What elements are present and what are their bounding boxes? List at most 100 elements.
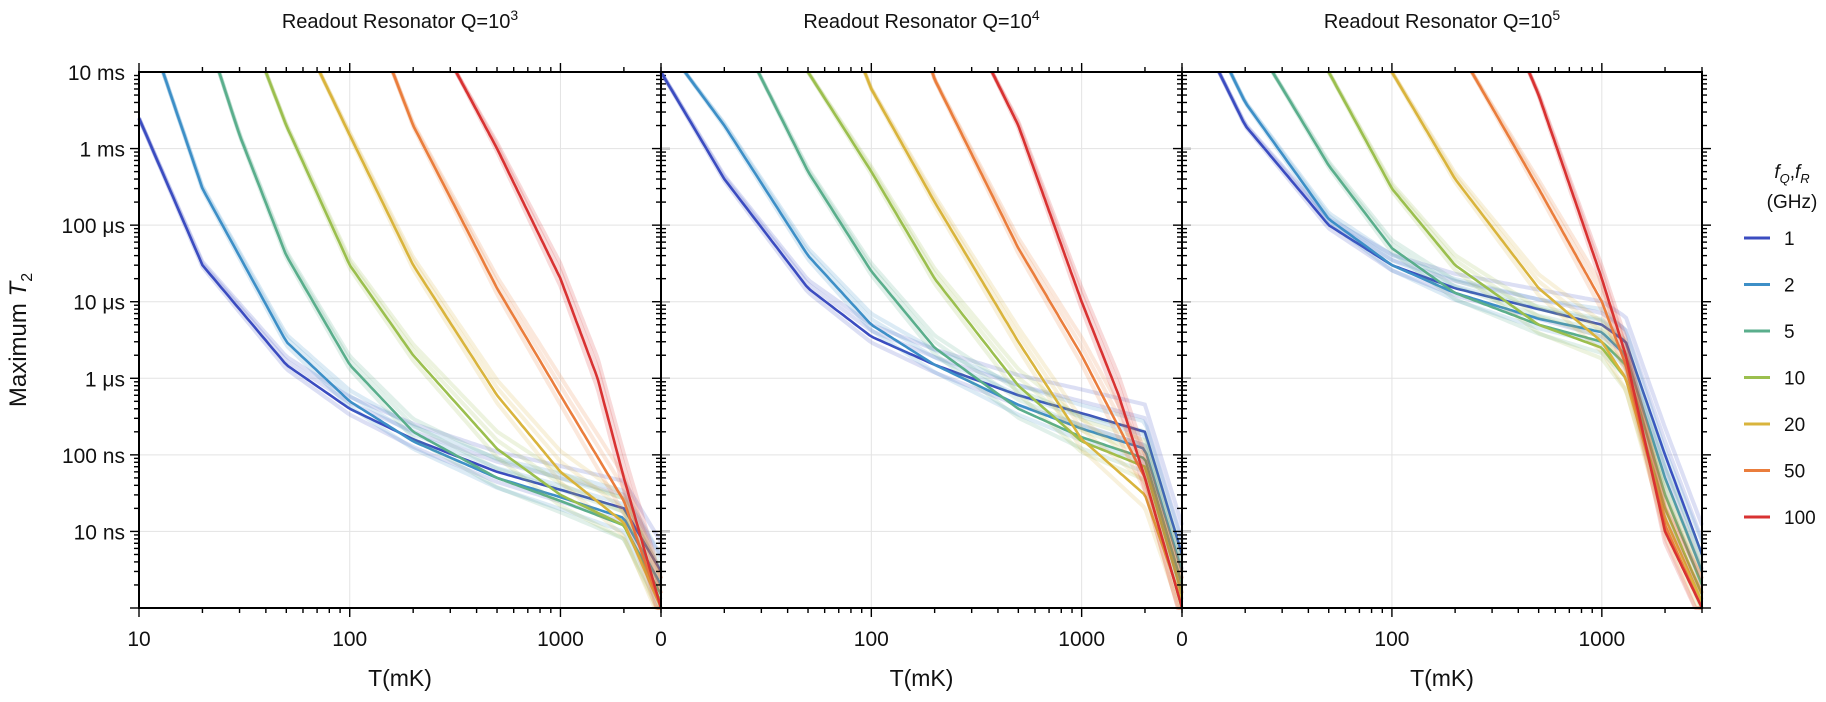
series-100 (990, 71, 1184, 610)
series-10-line (806, 71, 1184, 595)
series-2-band (161, 71, 663, 557)
x-tick-label: 1000 (1058, 628, 1105, 651)
series-100-band (1527, 71, 1704, 580)
series-5-band (1270, 70, 1704, 571)
y-tick-label: 100 ns (62, 445, 125, 468)
series-2-band (683, 70, 1184, 558)
series-1 (1217, 71, 1704, 570)
series-2-band (1228, 71, 1704, 558)
series-10-line (264, 71, 663, 603)
series-100-band (990, 71, 1184, 580)
ticks (1173, 63, 1711, 617)
series-50-band (390, 71, 663, 594)
series-100-line (990, 71, 1184, 609)
series-5-band (756, 71, 1184, 571)
panel-title: Readout Resonator Q=104 (803, 7, 1040, 33)
legend-title-line2: (GHz) (1767, 192, 1818, 213)
x-tick-label: 1000 (537, 628, 584, 651)
legend-items: 1 2 5 10 20 50 100 (1744, 229, 1816, 529)
series-1-line (1217, 71, 1704, 555)
y-axis-label: Maximum T2 (5, 273, 36, 407)
panel-2: 0 100 1000 T(mK) Readout Resonator Q=104 (652, 7, 1191, 691)
series-5 (756, 71, 1184, 601)
series-1-band (1217, 71, 1704, 526)
legend-item-50: 50 (1744, 462, 1805, 483)
series-10-band (264, 71, 663, 574)
legend: fQ,fR (GHz) 1 2 5 10 20 50 100 (1744, 162, 1817, 529)
panel-3: 0 100 1000 T(mK) Readout Resonator Q=105 (1173, 7, 1711, 691)
series-50-band (390, 71, 663, 580)
legend-label: 100 (1784, 508, 1816, 529)
series-20 (862, 71, 1184, 610)
series-50 (930, 71, 1184, 610)
legend-item-20: 20 (1744, 415, 1805, 436)
series-2-band (1228, 71, 1704, 543)
grid (139, 72, 661, 608)
series-2 (683, 70, 1184, 587)
legend-item-100: 100 (1744, 508, 1816, 529)
legend-label: 5 (1784, 322, 1795, 343)
legend-item-1: 1 (1744, 229, 1795, 250)
y-tick-label: 10 ms (68, 62, 125, 85)
series-2-line (683, 71, 1184, 572)
plot-frame (1181, 71, 1703, 609)
x-tick-label: 0 (1176, 628, 1188, 651)
series-2-band (683, 70, 1184, 543)
y-tick-label: 1 μs (85, 368, 125, 391)
series-20-band (862, 71, 1184, 588)
y-tick-label: 10 ns (74, 521, 125, 544)
series-50-band (1470, 70, 1704, 580)
panel-1: 10 100 1000 10 ms 1 ms 100 μs 10 μs 1 μs 100 ns 1… (62, 7, 670, 691)
series-20 (1390, 70, 1704, 610)
series-100 (454, 71, 663, 610)
series-5-line (217, 71, 663, 596)
x-axis-label: T(mK) (1410, 665, 1474, 691)
series-1-band (1217, 71, 1704, 541)
x-tick-label: 100 (854, 628, 889, 651)
series-5 (217, 71, 663, 610)
legend-item-2: 2 (1744, 276, 1795, 297)
series-1-band (659, 70, 1184, 570)
legend-label: 50 (1784, 462, 1805, 483)
series-1-line (659, 71, 1184, 555)
series-5-band (756, 71, 1184, 557)
y-tick-label: 1 ms (79, 139, 125, 162)
series-5 (1270, 70, 1704, 601)
series-1-band (659, 70, 1184, 526)
curves (137, 71, 663, 610)
series-20 (317, 71, 663, 610)
series-50 (390, 71, 663, 610)
legend-label: 2 (1784, 276, 1795, 297)
x-tick-label: 1000 (1578, 628, 1625, 651)
series-100 (1527, 71, 1704, 610)
legend-title-line1: fQ,fR (1774, 162, 1809, 186)
x-axis-label: T(mK) (890, 665, 954, 691)
curves (1217, 70, 1704, 610)
grid (1182, 72, 1702, 608)
series-10-band (806, 70, 1184, 566)
curves (659, 70, 1184, 610)
series-10-band (1326, 71, 1704, 566)
series-50-line (391, 71, 663, 609)
series-1-band (1217, 71, 1704, 570)
series-1-band (659, 70, 1184, 541)
panel-title: Readout Resonator Q=103 (282, 7, 519, 33)
series-20-line (863, 71, 1184, 603)
series-100-line (1527, 71, 1704, 609)
legend-item-10: 10 (1744, 369, 1805, 390)
series-20-band (317, 71, 663, 595)
x-tick-label: 100 (332, 628, 367, 651)
series-5-line (757, 71, 1184, 586)
series-100-band (454, 71, 663, 580)
series-10 (806, 70, 1184, 609)
panel-title: Readout Resonator Q=105 (1324, 7, 1561, 33)
series-20-band (317, 71, 663, 580)
series-50-line (931, 71, 1184, 609)
x-tick-label: 10 (127, 628, 150, 651)
series-5-band (756, 71, 1184, 601)
x-tick-label: 100 (1374, 628, 1409, 651)
series-20-line (318, 71, 663, 609)
